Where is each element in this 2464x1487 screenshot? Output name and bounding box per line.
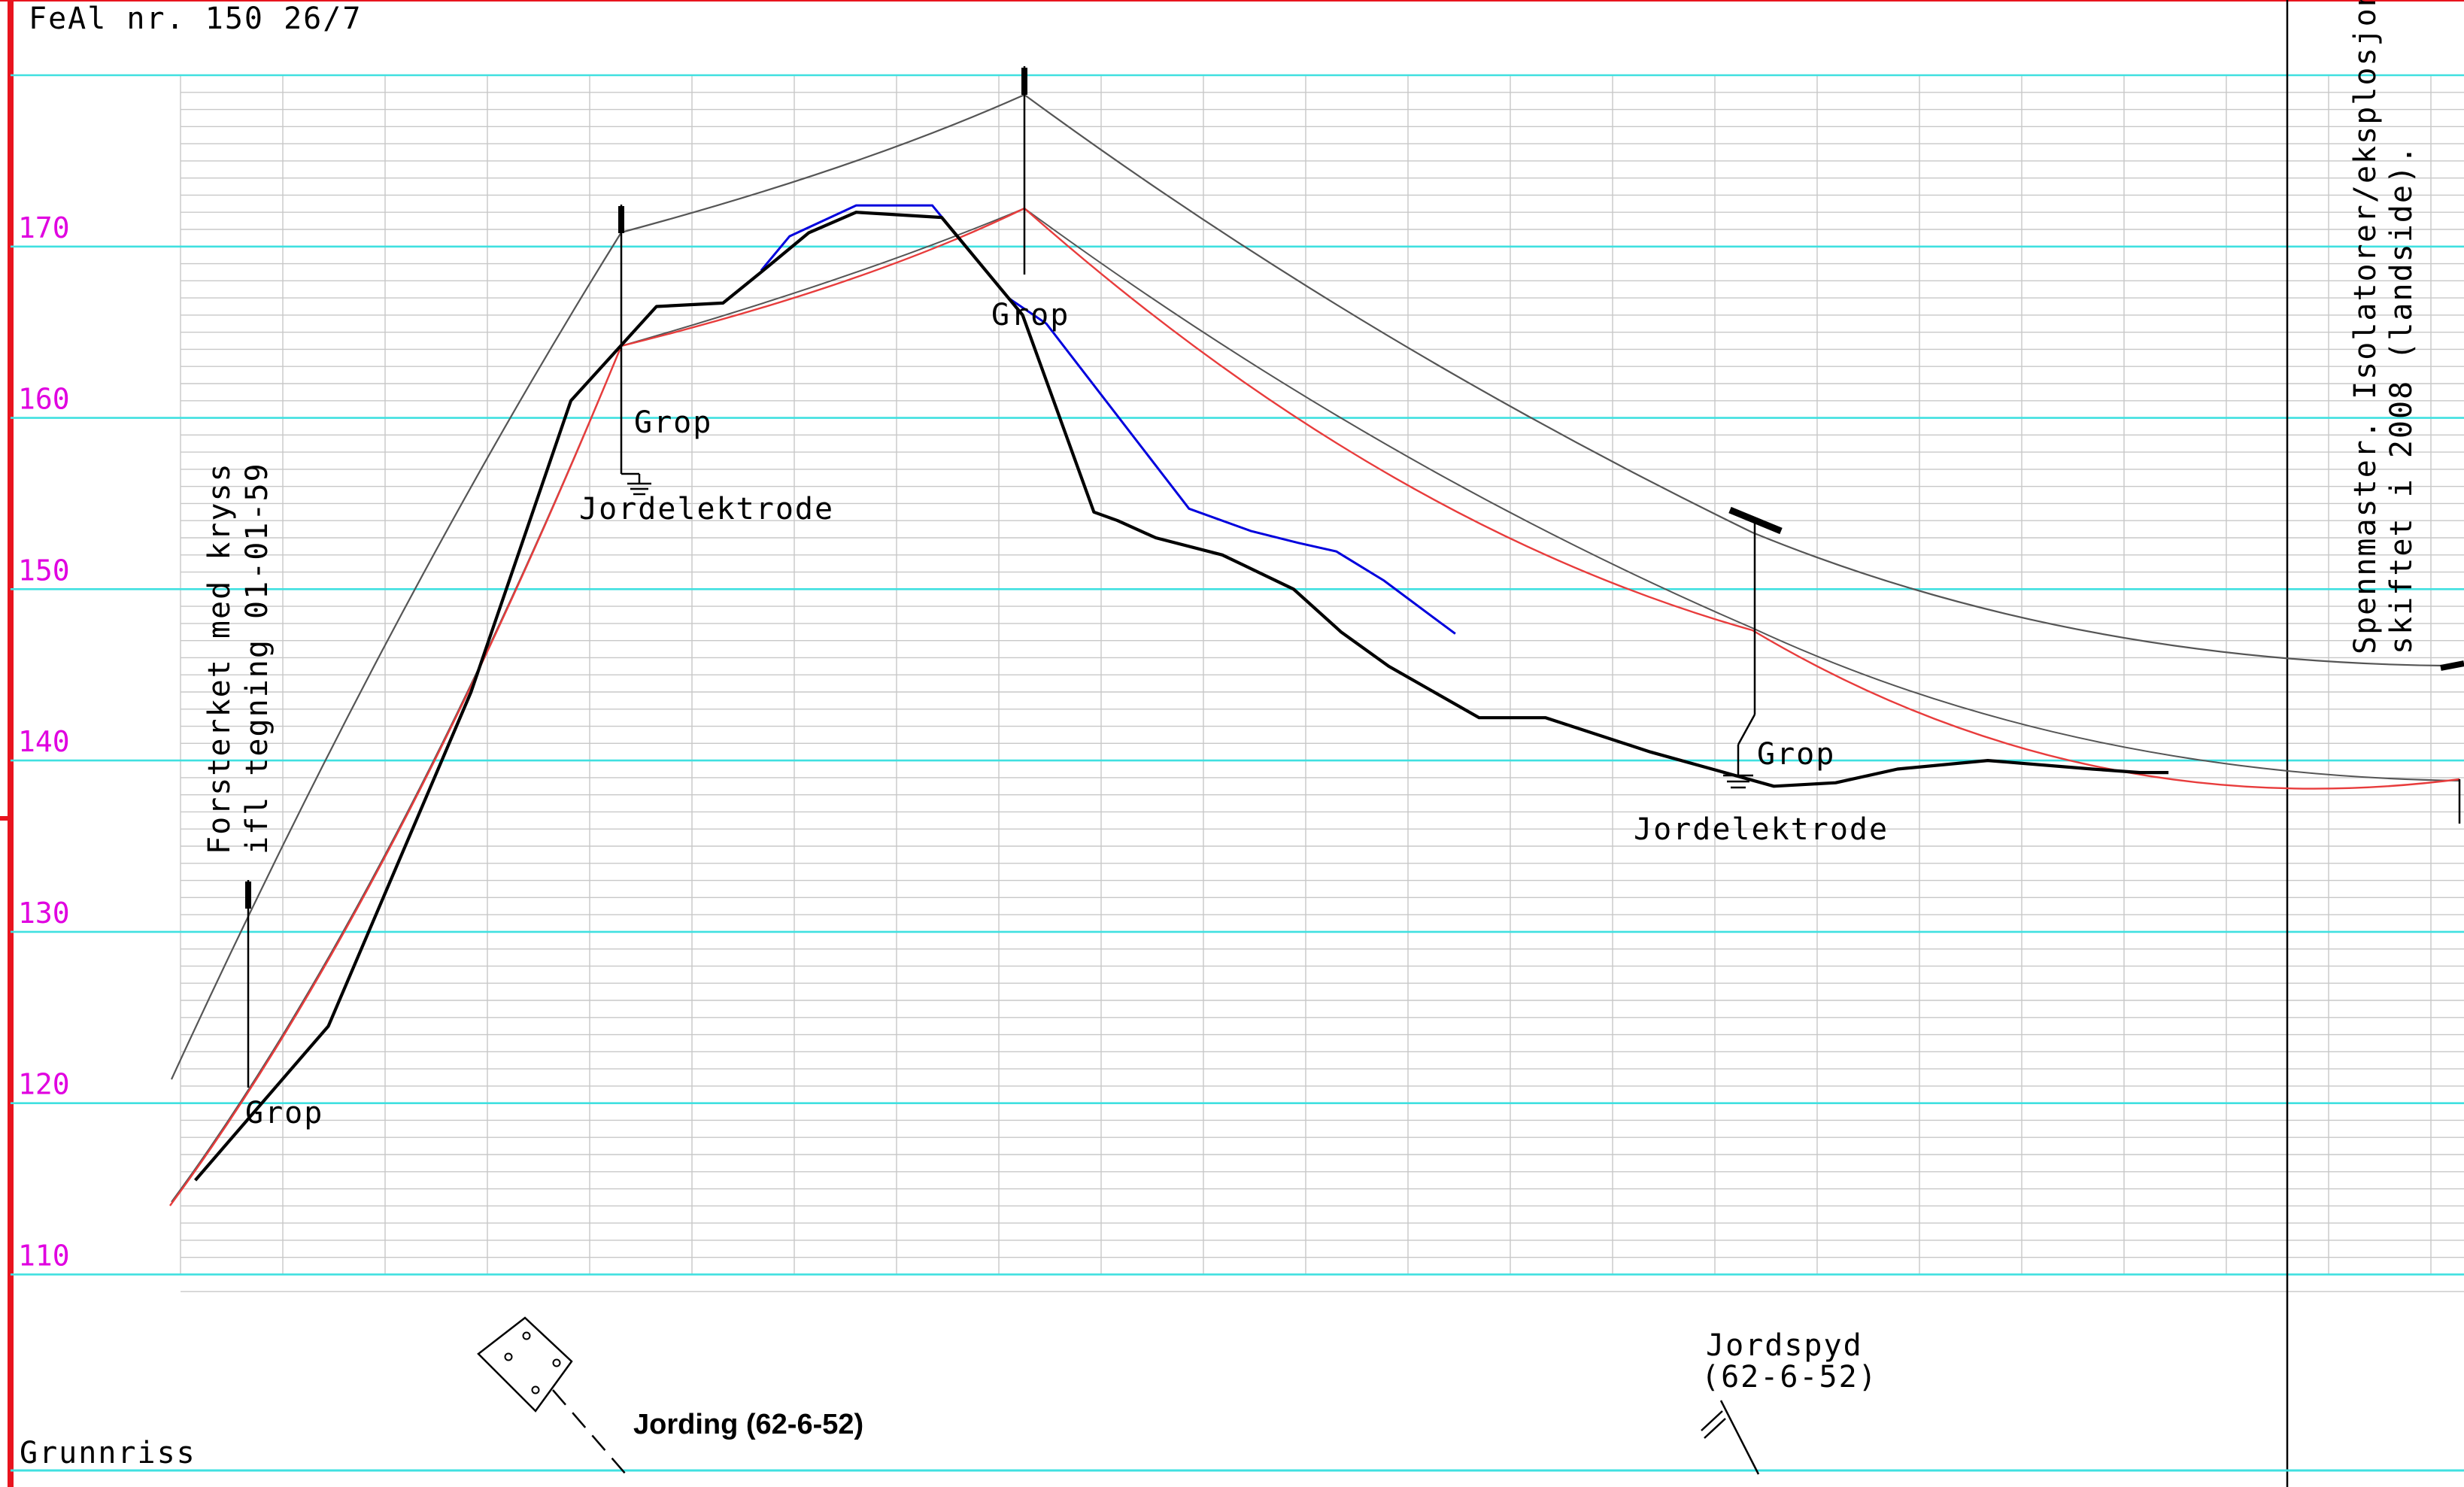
grop-label-3: Grop: [991, 298, 1070, 332]
jording-label: Jording (62-6-52): [633, 1409, 863, 1440]
tower-4: [1723, 506, 1783, 789]
ground-rod-symbol: [1701, 1400, 1760, 1475]
tower-5-insulator: [2440, 660, 2464, 671]
grop-label-1: Grop: [245, 1096, 323, 1130]
ground-symbol: [1723, 774, 1753, 789]
minor-grid-vertical: [180, 75, 2432, 1275]
left-note-line-2: ifl tegning 01-01-59: [240, 462, 275, 854]
elevation-label-130: 130: [18, 897, 70, 930]
elevation-labels: 110 120 130 140 150 160 170: [18, 211, 70, 1273]
elevation-gridlines: [11, 74, 2464, 1276]
tower-4-ground-lead: [1737, 714, 1756, 745]
jordspyd-label-line-1: Jordspyd: [1706, 1328, 1863, 1363]
grounding-cable-dashed: [552, 1389, 627, 1475]
terrain-profile-line: [194, 211, 2169, 1182]
tower-2: [618, 205, 651, 496]
ground-symbol: [627, 482, 651, 496]
elevation-label-110: 110: [18, 1239, 70, 1272]
tower-4-crossarm: [1728, 506, 1783, 535]
elevation-label-120: 120: [18, 1068, 70, 1101]
elevation-label-140: 140: [18, 725, 70, 758]
grop-label-2: Grop: [634, 405, 712, 440]
grop-label-4: Grop: [1757, 737, 1835, 772]
top-wire: [171, 93, 2445, 1080]
elevation-label-150: 150: [18, 554, 70, 587]
left-reinforcement-note: Forsterket med kryss ifl tegning 01-01-5…: [202, 462, 275, 854]
right-note-line-2: skiftet i 2008 (landside).: [2384, 144, 2419, 654]
elevation-label-160: 160: [18, 383, 70, 416]
conductor-wire-red: [169, 207, 2460, 1206]
drawing-title: FeAl nr. 150 26/7: [29, 2, 362, 36]
grounding-plate-symbol: [477, 1316, 573, 1413]
tower-5-partial: [2440, 660, 2464, 824]
right-maintenance-note: Spennmaster. Isolatorer/eksplosjon skift…: [2348, 0, 2419, 654]
elevation-label-170: 170: [18, 211, 70, 244]
right-note-line-1: Spennmaster. Isolatorer/eksplosjon: [2348, 0, 2383, 654]
jordelektrode-label-1: Jordelektrode: [579, 492, 834, 527]
minor-grid-horizontal: [181, 92, 2464, 1292]
jordelektrode-label-2: Jordelektrode: [1634, 812, 1889, 847]
left-note-line-1: Forsterket med kryss: [202, 462, 237, 854]
survey-line: [760, 204, 1456, 635]
plan-view-label: Grunnriss: [20, 1436, 196, 1470]
jordspyd-label-line-2: (62-6-52): [1701, 1360, 1878, 1394]
